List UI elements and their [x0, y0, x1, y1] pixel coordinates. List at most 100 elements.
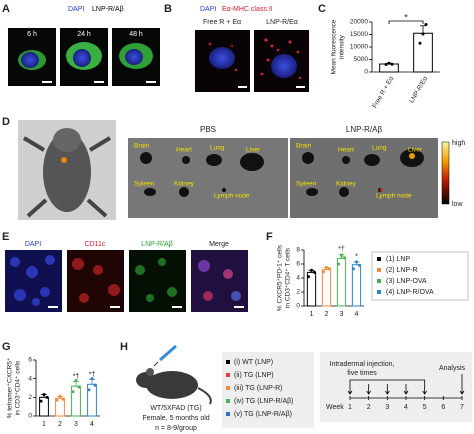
- significance: *: [404, 12, 408, 22]
- organ-label: Spleen: [296, 181, 317, 188]
- y-tick-label: 2: [28, 394, 32, 401]
- data-point: [358, 263, 361, 267]
- bar: [336, 257, 347, 307]
- legend-text: LNP-R/Aβ: [92, 6, 124, 13]
- legend-text: (3) LNP-OVA: [386, 278, 427, 285]
- data-point: [328, 267, 331, 271]
- organ-label: Lung: [372, 145, 387, 152]
- data-point: [55, 398, 59, 402]
- timeline-text: Analysis: [439, 365, 466, 372]
- legend-swatch: [226, 386, 230, 390]
- y-tick-label: 6: [296, 261, 300, 268]
- legend-swatch: [377, 290, 381, 294]
- image-label: 24 h: [77, 31, 91, 38]
- x-tick-label: 1: [310, 311, 314, 318]
- organ-label: Kidney: [174, 181, 195, 188]
- data-point: [340, 254, 343, 258]
- data-point: [352, 267, 355, 271]
- data-point: [337, 262, 340, 266]
- timeline-text: Intradermal injection,: [330, 361, 395, 368]
- error-bar: [420, 25, 426, 34]
- legend-text: (4) LNP-R/OVA: [386, 289, 434, 296]
- organ-label: Heart: [176, 147, 192, 154]
- scale-label: high: [452, 140, 465, 147]
- data-point: [421, 32, 425, 36]
- panel-label: B: [164, 3, 172, 15]
- legend-swatch: [226, 412, 230, 416]
- legend-swatch: [226, 373, 230, 377]
- organ-label: Lymph node: [376, 193, 412, 200]
- y-tick-label: 2: [296, 289, 300, 296]
- group-label: LNP-R/Aβ: [346, 125, 383, 134]
- arrow: [459, 374, 465, 395]
- significance: *†: [338, 246, 345, 253]
- x-tick-label: 1: [42, 421, 46, 428]
- bracket: [388, 20, 424, 24]
- y-tick-label: 20000: [350, 19, 368, 26]
- data-point: [74, 379, 78, 383]
- organ-label: Heart: [338, 147, 354, 154]
- x-tick-label: 3: [74, 421, 78, 428]
- x-tick-label: 4: [90, 421, 94, 428]
- data-point: [343, 256, 346, 260]
- data-point: [418, 41, 422, 45]
- arrow: [385, 384, 390, 395]
- data-point: [307, 275, 310, 279]
- bar: [379, 63, 399, 73]
- y-tick-label: 0: [364, 69, 368, 76]
- x-tick-label: Free R + Eα: [371, 75, 395, 109]
- legend-text: Eα-MHC class II: [222, 6, 273, 13]
- mouse-text: n = 8-9/group: [155, 425, 197, 432]
- panel-label: F: [266, 231, 273, 243]
- panel-label: A: [2, 3, 10, 15]
- organ-label: Brain: [296, 143, 312, 150]
- mouse-text: Female, 5 months old: [142, 415, 209, 422]
- organ-label: Lung: [210, 145, 225, 152]
- bar: [351, 264, 362, 307]
- week-label: 4: [404, 404, 408, 411]
- y-axis-label: in CD3⁺CD4⁺ cells: [15, 360, 22, 415]
- data-point: [325, 266, 328, 269]
- organ-label: Kidney: [336, 181, 357, 188]
- image-label: LNP-R/Eα: [266, 19, 298, 26]
- y-tick-label: 4: [296, 275, 300, 282]
- x-tick-label: 4: [355, 311, 359, 318]
- legend-box: [371, 251, 469, 301]
- data-point: [313, 270, 316, 274]
- significance: *: [355, 254, 358, 261]
- panel-label: G: [2, 341, 11, 353]
- week-label: 5: [423, 404, 427, 411]
- legend-text: (1) LNP: [386, 256, 410, 263]
- legend-text: (2) LNP-R: [386, 267, 418, 274]
- arrow: [347, 384, 353, 395]
- panel-label: D: [2, 116, 10, 128]
- y-axis-label: intensity: [339, 34, 346, 59]
- data-point: [77, 385, 81, 389]
- data-point: [384, 63, 388, 66]
- organ-label: Liver: [408, 147, 423, 154]
- data-point: [71, 390, 75, 394]
- legend-text: (iii) TG (LNP-R): [234, 385, 282, 392]
- legend-text: (i) WT (LNP): [234, 359, 273, 366]
- arrow: [366, 384, 371, 395]
- y-tick-label: 10000: [350, 44, 368, 51]
- x-tick-label: 2: [325, 311, 329, 318]
- x-tick-label: 2: [58, 421, 62, 428]
- data-point: [310, 268, 313, 272]
- y-axis-label: Mean fluorescence: [331, 19, 338, 74]
- legend-swatch: [377, 279, 381, 283]
- significance: *†: [89, 371, 96, 378]
- channel-label: DAPI: [25, 241, 41, 248]
- legend-swatch: [226, 360, 230, 364]
- y-tick-label: 5000: [354, 56, 369, 63]
- image-label: 6 h: [27, 31, 37, 38]
- panel-label: C: [318, 3, 326, 15]
- image-label: 48 h: [129, 31, 143, 38]
- bracket: [349, 379, 426, 384]
- legend-text: DAPI: [68, 6, 84, 13]
- data-point: [58, 394, 62, 398]
- legend-swatch: [377, 257, 381, 261]
- channel-label: LNP-R/Aβ: [141, 241, 173, 248]
- week-label: 6: [441, 404, 445, 411]
- bar: [413, 32, 433, 73]
